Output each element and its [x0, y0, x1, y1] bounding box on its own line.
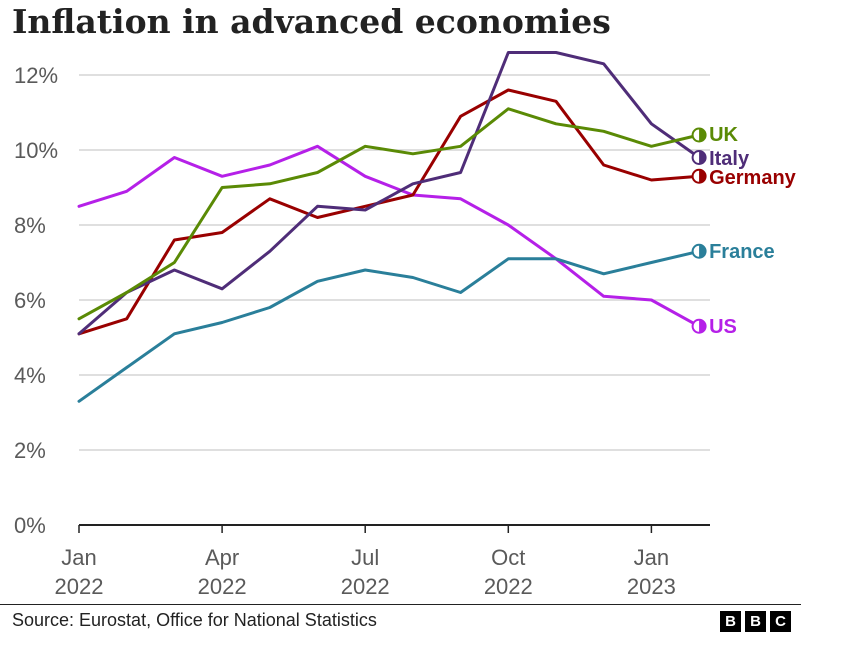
gridlines [79, 74, 710, 451]
series-label-uk: UK [709, 124, 738, 146]
x-tick-label: Oct [491, 545, 525, 570]
flag-france-icon-half [699, 244, 706, 258]
bbc-logo-letter: B [720, 611, 741, 632]
y-tick-label: 10% [14, 138, 58, 163]
series-line-germany [77, 88, 701, 336]
series-label-france: France [709, 241, 775, 263]
bbc-logo-letter: B [745, 611, 766, 632]
chart-title: Inflation in advanced economies [12, 2, 611, 41]
y-tick-label: 0% [14, 513, 46, 538]
flag-uk-icon-half [699, 128, 706, 142]
y-tick-label: 2% [14, 438, 46, 463]
x-tick-label: 2022 [198, 574, 247, 599]
line-chart: 0% 2% 4% 6% 8% 10% 12% Jan 2022 Apr 2022 Jul 2022 Oc… [14, 51, 797, 599]
series-label-us: US [709, 316, 737, 338]
series-label-italy: Italy [709, 148, 750, 170]
series-label-germany: Germany [709, 167, 797, 189]
y-tick-label: 12% [14, 63, 58, 88]
y-axis: 0% 2% 4% 6% 8% 10% 12% [14, 63, 58, 538]
footer-divider [0, 604, 801, 605]
y-tick-label: 6% [14, 288, 46, 313]
x-tick-label: 2022 [341, 574, 390, 599]
x-tick-label: 2022 [55, 574, 104, 599]
x-tick-label: 2023 [627, 574, 676, 599]
series-line-us [77, 144, 701, 328]
x-tick-label: Jan [61, 545, 96, 570]
series-line-uk [77, 107, 701, 321]
flag-germany-icon-half [699, 169, 706, 183]
x-tick-label: Jul [351, 545, 379, 570]
series-line-italy [77, 51, 701, 336]
bbc-logo: B B C [720, 611, 791, 632]
bbc-logo-letter: C [770, 611, 791, 632]
x-axis: Jan 2022 Apr 2022 Jul 2022 Oct 2022 Jan 2023 [55, 524, 710, 599]
x-tick-label: Jan [634, 545, 669, 570]
x-tick-label: 2022 [484, 574, 533, 599]
series-lines [77, 51, 701, 403]
series-line-france [77, 249, 701, 403]
y-tick-label: 8% [14, 213, 46, 238]
flag-us-icon-half [699, 319, 706, 333]
x-tick-label: Apr [205, 545, 239, 570]
flag-italy-icon-half [699, 151, 706, 164]
y-tick-label: 4% [14, 363, 46, 388]
source-note: Source: Eurostat, Office for National St… [12, 610, 377, 630]
